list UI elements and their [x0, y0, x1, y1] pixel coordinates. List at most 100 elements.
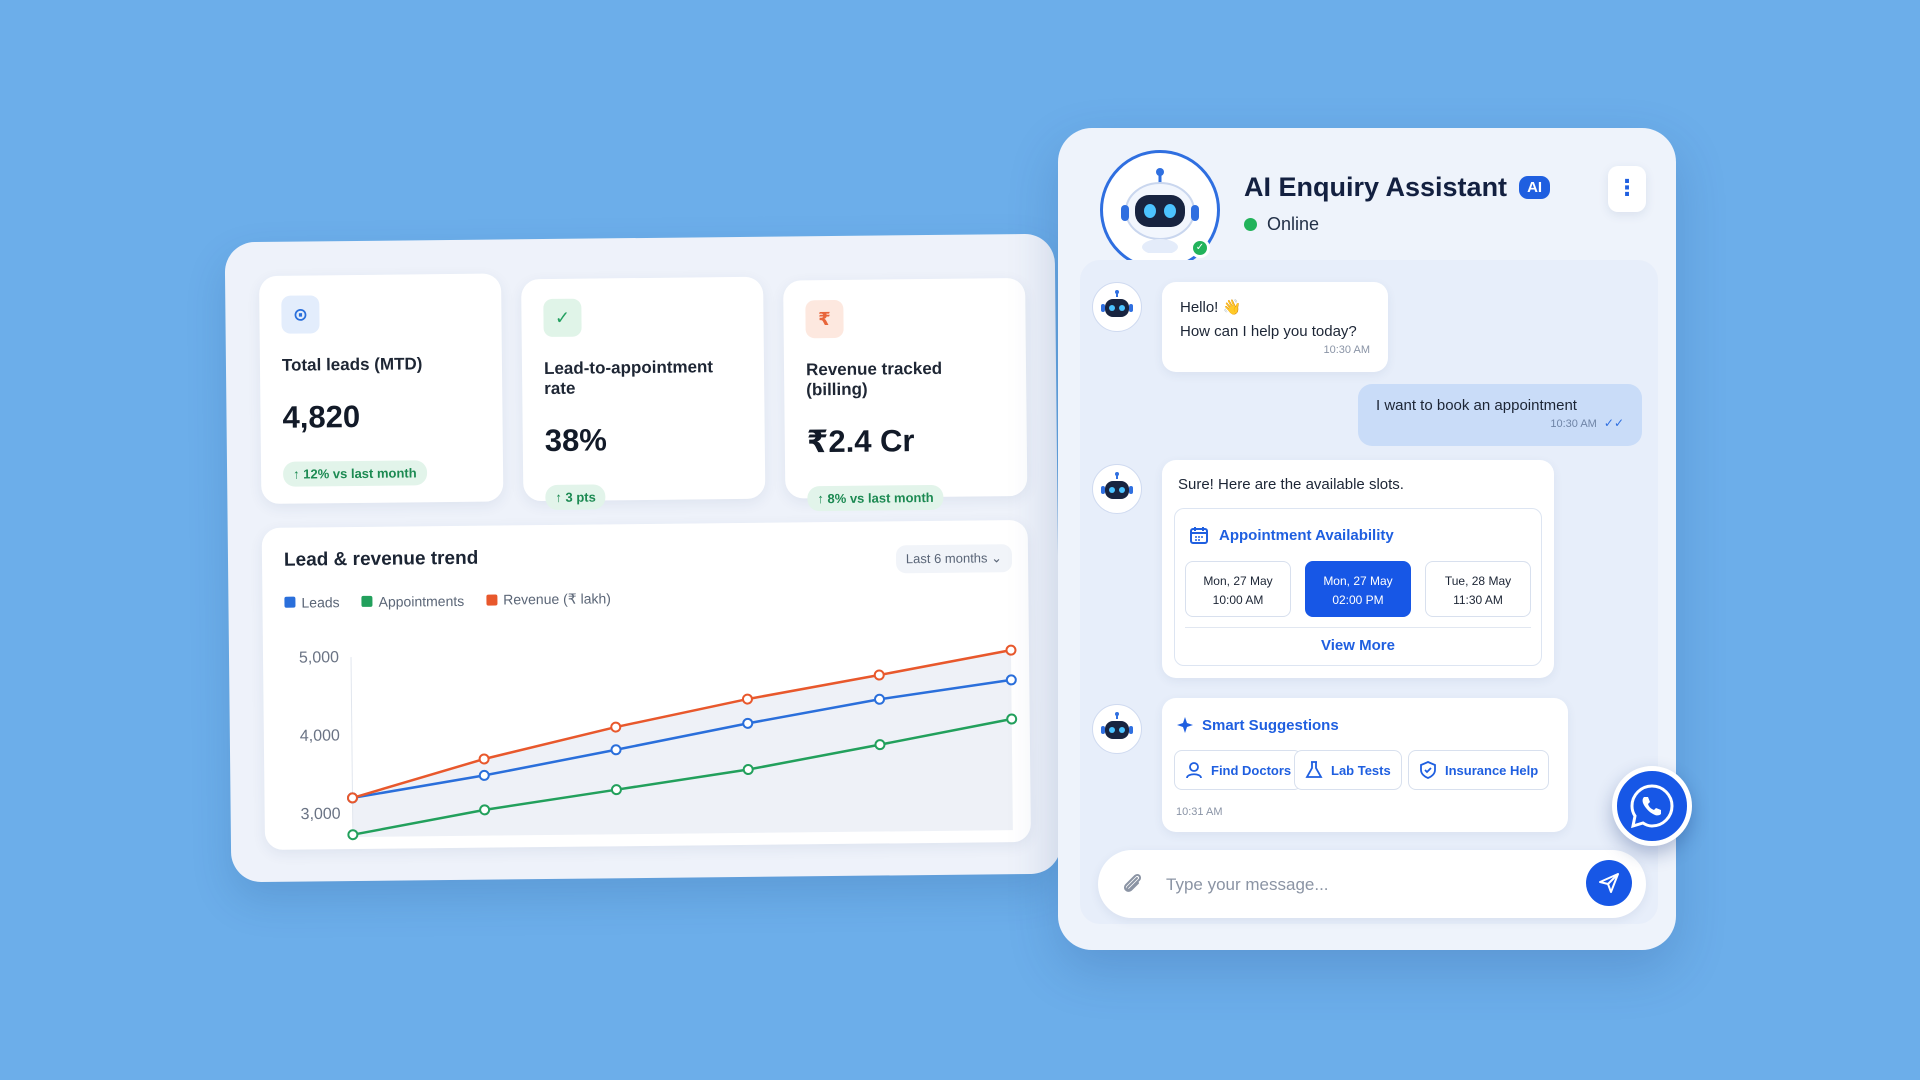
y-tick-label: 3,000 — [301, 806, 341, 823]
bot-avatar — [1092, 704, 1142, 754]
chat-header: ✓ AI Enquiry Assistant AI Online ⋮ — [1058, 128, 1676, 270]
target-icon: ⊙ — [281, 295, 320, 334]
slot-day: Mon, 27 May — [1203, 574, 1273, 588]
suggestion-chip-find-doctors[interactable]: Find Doctors — [1174, 750, 1303, 790]
send-button[interactable] — [1586, 860, 1632, 906]
legend-label: Revenue (₹ lakh) — [503, 590, 612, 608]
online-check-icon: ✓ — [1190, 238, 1210, 258]
paperclip-icon[interactable] — [1118, 870, 1146, 898]
flask-icon — [1305, 761, 1323, 778]
kpi-value: 4,820 — [282, 398, 361, 435]
message-text: Sure! Here are the available slots. — [1178, 476, 1404, 493]
legend-label: Leads — [301, 593, 340, 611]
chevron-down-icon: ⌄ — [991, 550, 1003, 566]
availability-header: Appointment Availability — [1189, 525, 1394, 545]
status-label: Online — [1267, 214, 1320, 234]
analytics-dashboard: ⊙ Total leads (MTD) 4,820 ↑ 12% vs last … — [224, 233, 1062, 883]
message-text: How can I help you today? — [1180, 323, 1357, 340]
chat-title: AI Enquiry Assistant AI — [1244, 172, 1551, 203]
data-point — [742, 764, 754, 776]
robot-icon — [1101, 712, 1133, 739]
range-dropdown-label: Last 6 months — [905, 550, 988, 567]
range-dropdown[interactable]: Last 6 months ⌄ — [895, 544, 1013, 574]
bot-message-greeting: Hello! 👋 How can I help you today? 10:30… — [1162, 282, 1388, 372]
kpi-card-revenue[interactable]: ₹ Revenue tracked (billing) ₹2.4 Cr ↑ 8%… — [783, 277, 1028, 512]
legend-item-leads: Leads — [284, 593, 340, 611]
data-point — [610, 784, 622, 796]
kpi-value: ₹2.4 Cr — [806, 423, 915, 460]
slot-option[interactable]: Tue, 28 May 11:30 AM — [1425, 561, 1531, 617]
kpi-card-total-leads[interactable]: ⊙ Total leads (MTD) 4,820 ↑ 12% vs last … — [259, 273, 504, 504]
data-point — [1005, 644, 1017, 656]
data-point — [741, 693, 753, 705]
kpi-delta-badge: ↑ 3 pts — [545, 484, 606, 511]
robot-icon — [1121, 168, 1199, 253]
data-point — [610, 744, 622, 756]
suggestion-chip-insurance-help[interactable]: Insurance Help — [1408, 750, 1550, 790]
slot-time: 02:00 PM — [1332, 593, 1384, 607]
kpi-label: Revenue tracked (billing) — [805, 358, 943, 400]
legend-item-appointments: Appointments — [361, 592, 465, 610]
data-point — [478, 753, 490, 765]
slot-option-selected[interactable]: Mon, 27 May 02:00 PM — [1305, 561, 1411, 617]
more-menu-button[interactable]: ⋮ — [1608, 166, 1646, 212]
legend-swatch — [486, 594, 498, 606]
plot-area-shading — [352, 650, 1013, 838]
data-point — [742, 717, 754, 729]
data-point — [874, 739, 886, 751]
kpi-delta-badge: ↑ 8% vs last month — [807, 484, 944, 512]
message-time: 10:30 AM — [1550, 418, 1597, 430]
status-dot-icon — [1244, 218, 1257, 231]
message-text: I want to book an appointment — [1376, 397, 1577, 414]
message-composer — [1098, 850, 1646, 918]
data-point — [346, 792, 358, 804]
shield-icon — [1420, 761, 1436, 779]
sparkle-icon — [1177, 717, 1193, 733]
series-line-2 — [352, 648, 1012, 800]
series-line-0 — [352, 678, 1012, 800]
chip-label: Lab Tests — [1331, 762, 1391, 778]
slot-day: Tue, 28 May — [1444, 574, 1512, 588]
kpi-label: Lead-to-appointment rate — [543, 357, 714, 399]
legend-swatch — [284, 596, 296, 608]
slot-day: Mon, 27 May — [1323, 574, 1393, 588]
trend-line-chart: 5,000 4,000 3,000 — [299, 644, 1018, 841]
y-tick-label: 4,000 — [300, 727, 340, 744]
more-vertical-icon: ⋮ — [1616, 175, 1638, 200]
whatsapp-button[interactable] — [1612, 766, 1692, 846]
chat-messages[interactable]: Hello! 👋 How can I help you today? 10:30… — [1080, 260, 1658, 924]
robot-icon — [1101, 472, 1133, 499]
divider — [1185, 627, 1531, 628]
send-icon — [1599, 873, 1619, 893]
suggestions-header: Smart Suggestions — [1176, 716, 1339, 734]
bot-message-suggestions: Smart Suggestions Find Doctors Lab Tests — [1162, 698, 1568, 832]
chat-widget: ✓ AI Enquiry Assistant AI Online ⋮ — [1058, 128, 1676, 950]
message-text: Hello! 👋 — [1180, 299, 1242, 316]
double-check-icon: ✓✓ — [1603, 416, 1624, 430]
availability-title: Appointment Availability — [1219, 526, 1394, 544]
kpi-label: Total leads (MTD) — [281, 354, 423, 375]
suggestion-chip-lab-tests[interactable]: Lab Tests — [1294, 750, 1402, 790]
message-time: 10:31 AM — [1176, 806, 1223, 818]
y-axis-line — [350, 657, 354, 838]
chip-label: Find Doctors — [1211, 762, 1292, 778]
y-tick-label: 5,000 — [299, 649, 339, 666]
calendar-icon — [1190, 527, 1208, 544]
kpi-card-appointment-rate[interactable]: ✓ Lead-to-appointment rate 38% ↑ 3 pts — [521, 276, 766, 511]
data-point — [479, 804, 491, 816]
kpi-delta-badge: ↑ 12% vs last month — [282, 460, 427, 487]
view-more-link[interactable]: View More — [1321, 637, 1395, 654]
slot-option[interactable]: Mon, 27 May 10:00 AM — [1185, 561, 1291, 617]
check-icon: ✓ — [543, 298, 582, 338]
robot-icon — [1101, 290, 1133, 317]
legend-item-revenue: Revenue (₹ lakh) — [486, 590, 611, 608]
appointment-availability-card: Appointment Availability Mon, 27 May 10:… — [1174, 508, 1542, 666]
data-point — [1006, 713, 1018, 725]
kpi-value: 38% — [544, 422, 607, 459]
data-point — [610, 721, 622, 733]
online-status: Online — [1244, 214, 1319, 235]
message-input[interactable] — [1166, 872, 1566, 898]
assistant-name: AI Enquiry Assistant — [1244, 172, 1508, 202]
data-point — [347, 829, 359, 841]
series-line-1 — [352, 717, 1012, 836]
